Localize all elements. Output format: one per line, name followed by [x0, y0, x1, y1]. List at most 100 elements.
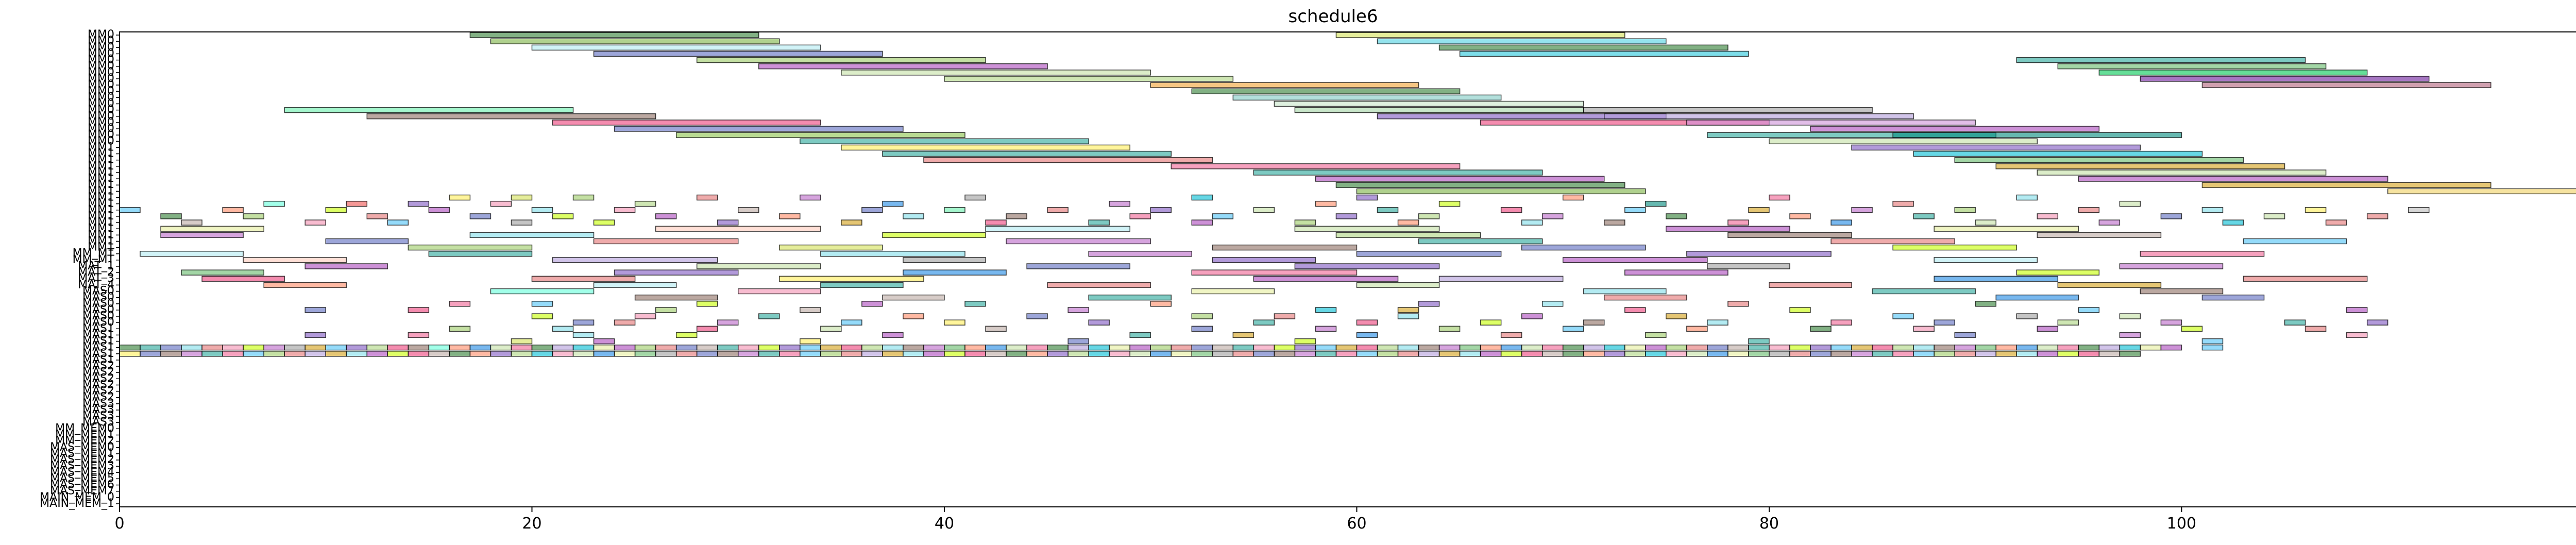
task-bar — [593, 219, 615, 226]
task-bar — [346, 200, 368, 207]
task-bar — [779, 276, 924, 282]
task-bar — [511, 194, 533, 201]
y-tick-label: MAS_MEM4 — [50, 466, 114, 479]
task-bar — [1067, 344, 1089, 351]
x-tick-label: 0 — [114, 515, 124, 533]
x-tick-label: 40 — [935, 515, 954, 533]
task-bar — [1191, 288, 1275, 295]
task-bar — [449, 300, 471, 307]
task-bar — [572, 194, 595, 201]
task-bar — [779, 344, 801, 351]
task-bar — [675, 132, 965, 138]
y-tick-label: MAS_MEM3 — [50, 459, 114, 472]
task-bar — [1294, 338, 1316, 345]
task-bar — [2078, 307, 2100, 313]
task-bar — [1521, 344, 1543, 351]
task-bar — [1789, 307, 1811, 313]
task-bar — [1995, 344, 2017, 351]
task-bar — [1253, 276, 1399, 282]
task-bar — [469, 351, 492, 357]
task-bar — [1171, 351, 1193, 357]
task-bar — [469, 344, 492, 351]
task-bar — [964, 344, 986, 351]
task-bar — [655, 213, 677, 219]
task-bar — [1459, 344, 1481, 351]
task-bar — [779, 244, 883, 251]
task-bar — [614, 344, 636, 351]
task-bar — [469, 232, 595, 239]
task-bar — [593, 282, 677, 288]
y-tick-label: MM0 — [88, 84, 114, 97]
task-bar — [1727, 232, 1852, 239]
task-bar — [1294, 219, 1316, 226]
task-bar — [800, 338, 821, 345]
task-bar — [1851, 207, 1873, 213]
task-bar — [964, 300, 986, 307]
task-bar — [428, 250, 533, 257]
task-bar — [449, 344, 471, 351]
task-bar — [181, 344, 202, 351]
task-bar — [2140, 288, 2224, 295]
task-bar — [2201, 82, 2492, 88]
task-bar — [1274, 351, 1296, 357]
task-bar — [1129, 351, 1151, 357]
task-bar — [1851, 351, 1873, 357]
task-bar — [263, 282, 347, 288]
task-bar — [2346, 307, 2368, 313]
task-bar — [284, 344, 306, 351]
task-bar — [572, 351, 595, 357]
task-bar — [511, 219, 533, 226]
task-bar — [2201, 294, 2265, 301]
task-bar — [1418, 300, 1440, 307]
y-tick-label: MAS_MEM7 — [50, 485, 114, 498]
task-bar — [1191, 219, 1213, 226]
task-bar — [1232, 94, 1502, 101]
task-bar — [614, 319, 636, 326]
task-bar — [263, 200, 285, 207]
task-bar — [490, 288, 595, 295]
task-bar — [1769, 282, 1852, 288]
task-bar — [1707, 351, 1728, 357]
task-bar — [1047, 207, 1069, 213]
task-bar — [449, 194, 471, 201]
task-bar — [1645, 332, 1667, 338]
task-bar — [1253, 351, 1275, 357]
task-bar — [1995, 294, 2079, 301]
task-bar — [1438, 44, 1728, 51]
y-tick-label: MM1 — [88, 172, 114, 185]
task-bar — [820, 344, 842, 351]
y-tick-label: MAS0 — [82, 303, 114, 316]
y-tick-label: MM0 — [88, 35, 114, 47]
task-bar — [387, 351, 409, 357]
y-tick-label: MM0 — [88, 110, 114, 123]
task-bar — [923, 351, 945, 357]
y-tick-label: MM0 — [88, 97, 114, 110]
task-bar — [119, 344, 141, 351]
task-bar — [1047, 344, 1069, 351]
task-bar — [985, 219, 1007, 226]
task-bar — [2037, 169, 2327, 176]
task-bar — [1707, 263, 1790, 269]
task-bar — [572, 344, 595, 351]
task-bar — [1418, 351, 1440, 357]
y-tick-label: MM1 — [88, 154, 114, 166]
task-bar — [284, 107, 574, 113]
task-bar — [2284, 319, 2306, 326]
task-bar — [2016, 313, 2038, 319]
y-tick-label: MAS2 — [82, 378, 114, 391]
task-bar — [222, 344, 244, 351]
task-bar — [634, 200, 656, 207]
task-bar — [593, 338, 615, 345]
task-bar — [1335, 344, 1358, 351]
task-bar — [985, 344, 1007, 351]
task-bar — [1294, 351, 1316, 357]
task-bar — [243, 351, 264, 357]
y-tick-label: MAS_MEM5 — [50, 472, 114, 485]
y-tick-label: MM0 — [88, 47, 114, 60]
x-axis: 020406080100120 — [114, 507, 2196, 533]
task-bar — [511, 351, 533, 357]
task-bar — [1356, 194, 1378, 201]
y-tick-label: MM_MEM0 — [55, 422, 114, 435]
task-bar — [1150, 207, 1172, 213]
